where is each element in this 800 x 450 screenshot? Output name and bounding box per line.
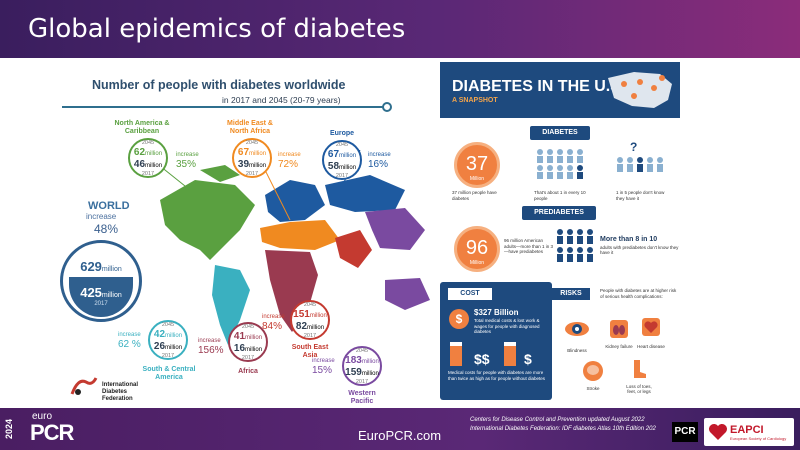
- map-europe: [265, 180, 325, 222]
- us-snapshot-subtitle: A SNAPSHOT: [452, 97, 498, 104]
- prediabetes-tag: PREDIABETES: [522, 206, 596, 220]
- region-name-mena: Middle East & North Africa: [227, 120, 273, 136]
- risks-desc: People with diabetes are at higher risk …: [600, 288, 677, 299]
- diabetes-people-text: 37 million people have diabetes: [452, 190, 497, 201]
- footer-year: 2024: [4, 418, 14, 440]
- world-infographic-title: Number of people with diabetes worldwide: [92, 78, 346, 92]
- risk-label-kidney: Kidney failure: [605, 344, 633, 349]
- diabetes-tag: DIABETES: [530, 126, 590, 140]
- idf-label: International Diabetes Federation: [102, 382, 139, 403]
- prediabetes-desc-text: 96 million American adults—more than 1 i…: [504, 238, 554, 255]
- eapci-logo: EAPCI European Society of Cardiology: [704, 418, 794, 446]
- people-icons-1-in-5: [617, 157, 663, 172]
- people-icons-8-in-10: [557, 229, 593, 262]
- region-circle-north-america: 2045 62million 46million 2017: [128, 138, 168, 178]
- map-sea: [335, 230, 372, 268]
- world-label: WORLD: [88, 200, 130, 212]
- region-increase-mena: increase 72%: [278, 152, 301, 171]
- diabetes-ratio-text: That's about 1 in every 10 people: [534, 190, 586, 201]
- world-increase-label: increase: [86, 212, 117, 221]
- diabetes-value-circle: 37 Million: [454, 142, 500, 188]
- svg-text:$: $: [456, 312, 463, 326]
- region-increase-western-pacific: increase 15%: [312, 358, 335, 377]
- risk-label-blindness: Blindness: [567, 348, 587, 353]
- region-increase-europe: increase 16%: [368, 152, 391, 171]
- dollar-coin-icon: $: [449, 309, 469, 329]
- region-circle-europe: 2045 67million 58million 2017: [322, 140, 362, 180]
- region-circle-south-america: 2045 42million 26million 2017: [148, 320, 188, 360]
- header-bar: Global epidemics of diabetes: [0, 0, 800, 58]
- map-south-america: [212, 265, 250, 345]
- risk-label-heart: Heart disease: [637, 344, 665, 349]
- world-circle: 629million 425million 2017: [60, 240, 142, 322]
- risk-label-limbs: Loss of toes, feet, or legs: [626, 384, 652, 395]
- region-name-north-america: North America & Caribbean: [114, 120, 170, 136]
- footer-bar: [0, 408, 800, 450]
- heart-icon: [642, 318, 660, 336]
- region-increase-south-america: increase 62 %: [118, 332, 141, 351]
- region-increase-north-america: increase 35%: [176, 152, 199, 171]
- eapci-heart-icon: [709, 424, 727, 440]
- pcr-small-logo: PCR: [672, 422, 698, 442]
- world-infographic-subtitle: in 2017 and 2045 (20-79 years): [222, 95, 341, 105]
- region-name-south-america: South & Central America: [142, 366, 196, 382]
- prediabetes-headline: More than 8 in 10 adults with prediabete…: [600, 236, 679, 256]
- title-underline: [62, 106, 386, 108]
- svg-text:$$: $$: [474, 351, 490, 367]
- footer-url[interactable]: EuroPCR.com: [358, 428, 442, 443]
- region-increase-sea: increase 84%: [262, 314, 285, 333]
- region-name-europe: Europe: [329, 130, 355, 137]
- region-name-africa: Africa: [238, 368, 258, 375]
- kidney-icon: [610, 320, 628, 338]
- idf-logo-icon: [70, 377, 98, 395]
- eye-icon: [565, 322, 589, 336]
- footer-sources: Centers for Disease Control and Preventi…: [470, 417, 656, 432]
- region-circle-sea: 2045 151million 82million 2017: [290, 300, 330, 340]
- map-north-america: [160, 180, 255, 260]
- cost-box: [440, 282, 552, 400]
- svg-text:$: $: [524, 351, 532, 367]
- cost-desc2: Medical costs for people with diabetes a…: [448, 370, 546, 381]
- risk-label-stroke: Stroke: [586, 386, 600, 391]
- pill-bottles-icon: $$ $: [450, 342, 532, 367]
- people-icons-1-in-10: [537, 149, 583, 179]
- foot-icon: [634, 360, 646, 378]
- region-name-western-pacific: Western Pacific: [348, 390, 376, 406]
- brain-icon: [583, 361, 603, 381]
- footer-pcr-logo: PCR: [30, 420, 74, 445]
- map-western-pacific: [365, 208, 425, 250]
- risks-tag: RISKS: [552, 288, 590, 300]
- us-map-icon: [608, 72, 672, 108]
- page-title: Global epidemics of diabetes: [28, 14, 406, 44]
- cost-amount: $327 Billion: [474, 308, 519, 317]
- region-circle-western-pacific: 2045 183million 159million 2017: [342, 346, 382, 386]
- prediabetes-value-circle: 96 Million: [454, 226, 500, 272]
- question-mark-icon: ?: [630, 140, 638, 154]
- cost-tag: COST: [448, 288, 492, 300]
- footer-euro: euro: [32, 411, 53, 422]
- region-circle-mena: 2045 67million 39million 2017: [232, 138, 272, 178]
- title-underline-dot: [382, 102, 392, 112]
- cost-desc: Total medical costs & lost work & wages …: [474, 318, 540, 335]
- world-increase-pct: 48%: [94, 222, 119, 236]
- region-name-sea: South East Asia: [291, 344, 329, 360]
- region-increase-africa: increase 156%: [198, 338, 224, 357]
- region-circle-africa: 2045 41million 16million 2017: [228, 322, 268, 362]
- us-snapshot-title: DIABETES IN THE U.S: [452, 78, 621, 95]
- diabetes-unaware-text: 1 in 5 people don't know they have it: [616, 190, 665, 201]
- map-mena: [260, 220, 340, 250]
